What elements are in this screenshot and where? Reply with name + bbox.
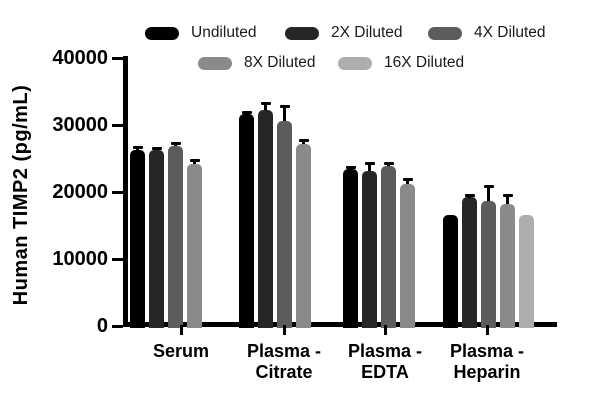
bar-plasma-edta-8x-diluted	[400, 183, 415, 328]
legend-swatch-16x-diluted	[338, 56, 372, 70]
y-tick-mark	[112, 190, 123, 194]
error-bar-whisker	[302, 140, 305, 145]
error-bar-whisker	[264, 103, 267, 110]
error-bar-cap	[132, 146, 143, 150]
error-bar-cap	[298, 138, 309, 142]
error-bar-cap	[502, 193, 513, 197]
bar-plasma-edta-undiluted	[343, 169, 358, 328]
bar-plasma-heparin-8x-diluted	[500, 204, 515, 328]
error-bar-cap	[189, 158, 200, 162]
legend-swatch-undiluted	[145, 26, 179, 40]
error-bar-whisker	[487, 186, 490, 201]
bar-serum-2x-diluted	[149, 150, 164, 328]
y-axis-title: Human TIMP2 (pg/mL)	[10, 84, 32, 306]
bar-plasma-edta-4x-diluted	[381, 165, 396, 328]
y-tick-label: 10000	[52, 248, 108, 270]
error-bar-whisker	[174, 143, 177, 147]
legend-label-2x-diluted: 2X Diluted	[331, 24, 403, 41]
error-bar-whisker	[368, 163, 371, 171]
legend-item-2x-diluted: 2X Diluted	[285, 23, 403, 43]
x-category-label-line: Heparin	[453, 362, 521, 382]
y-tick-mark	[112, 257, 123, 261]
legend-label-4x-diluted: 4X Diluted	[474, 24, 546, 41]
x-category-label-line: Serum	[152, 341, 210, 361]
x-axis-line	[123, 322, 557, 327]
x-category-label-line: Plasma -	[347, 341, 423, 361]
error-bar-cap	[151, 146, 162, 150]
error-bar-whisker	[193, 160, 196, 164]
bar-plasma-citrate-4x-diluted	[277, 120, 292, 328]
bar-plasma-edta-2x-diluted	[362, 170, 377, 328]
x-tick-mark	[485, 325, 489, 335]
y-tick-mark	[112, 324, 123, 328]
bar-plasma-heparin-16x-diluted	[519, 214, 534, 328]
bar-serum-8x-diluted	[187, 163, 202, 328]
legend-item-8x-diluted: 8X Diluted	[198, 53, 316, 73]
y-tick-mark	[112, 123, 123, 127]
bar-plasma-heparin-2x-diluted	[462, 197, 477, 328]
error-bar-cap	[364, 162, 375, 166]
legend-label-8x-diluted: 8X Diluted	[244, 54, 316, 71]
x-category-label-plasma-edta: Plasma - EDTA	[320, 341, 450, 383]
x-category-label-plasma-citrate: Plasma - Citrate	[219, 341, 349, 383]
x-category-label-line: Plasma -	[246, 341, 322, 361]
error-bar-cap	[402, 178, 413, 182]
error-bar-whisker	[406, 179, 409, 184]
y-tick-label: 30000	[52, 114, 108, 136]
legend-item-16x-diluted: 16X Diluted	[338, 53, 464, 73]
bar-serum-4x-diluted	[168, 146, 183, 328]
legend-label-undiluted: Undiluted	[191, 24, 257, 41]
bar-plasma-citrate-2x-diluted	[258, 109, 273, 328]
y-tick-label: 20000	[52, 181, 108, 203]
x-tick-mark	[179, 325, 183, 335]
legend-item-undiluted: Undiluted	[145, 23, 257, 43]
bar-plasma-citrate-8x-diluted	[296, 144, 311, 328]
legend-swatch-8x-diluted	[198, 56, 232, 70]
legend-swatch-4x-diluted	[428, 26, 462, 40]
x-tick-mark	[282, 325, 286, 335]
error-bar-cap	[345, 165, 356, 169]
x-tick-mark	[383, 325, 387, 335]
x-category-label-serum: Serum	[116, 341, 246, 362]
x-category-label-plasma-heparin: Plasma - Heparin	[422, 341, 552, 383]
y-tick-label: 0	[96, 315, 108, 337]
y-axis-line	[123, 56, 128, 327]
error-bar-cap	[383, 162, 394, 166]
y-tick-mark	[112, 56, 123, 60]
error-bar-cap	[260, 102, 271, 106]
x-category-label-line: Plasma -	[449, 341, 525, 361]
error-bar-cap	[483, 185, 494, 189]
error-bar-cap	[241, 111, 252, 115]
error-bar-cap	[279, 105, 290, 109]
bar-serum-undiluted	[130, 149, 145, 328]
x-category-label-line: EDTA	[361, 362, 409, 382]
legend-swatch-2x-diluted	[285, 26, 319, 40]
legend-label-16x-diluted: 16X Diluted	[384, 54, 465, 71]
error-bar-whisker	[506, 195, 509, 205]
error-bar-whisker	[283, 106, 286, 121]
bar-plasma-heparin-undiluted	[443, 215, 458, 328]
y-tick-label: 40000	[52, 47, 108, 69]
error-bar-cap	[464, 194, 475, 198]
bar-plasma-heparin-4x-diluted	[481, 200, 496, 328]
error-bar-cap	[170, 141, 181, 145]
bar-plasma-citrate-undiluted	[239, 114, 254, 328]
x-category-label-line: Citrate	[255, 362, 313, 382]
legend-item-4x-diluted: 4X Diluted	[428, 23, 546, 43]
